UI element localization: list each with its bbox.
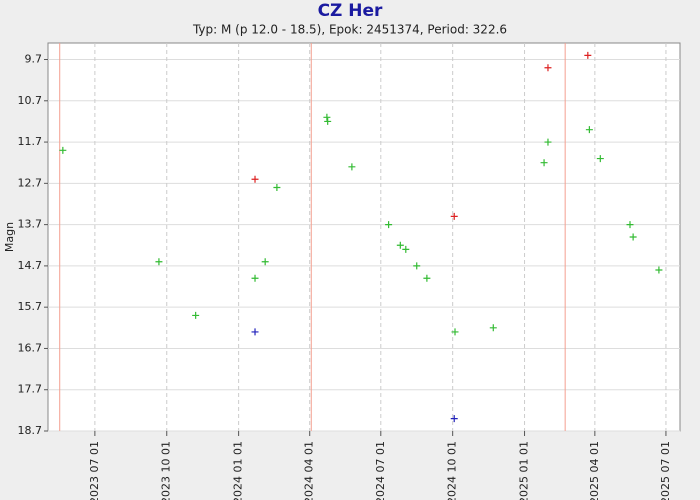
data-point: [251, 175, 259, 183]
data-point: [273, 183, 281, 191]
x-tick-label: 2023 10 01: [160, 441, 173, 500]
data-point: [396, 241, 404, 249]
data-point: [324, 117, 332, 125]
y-tick-label: 17.7: [18, 383, 43, 396]
chart-subtitle: Typ: M (p 12.0 - 18.5), Epok: 2451374, P…: [192, 23, 507, 37]
data-point: [584, 51, 592, 59]
data-point: [540, 159, 548, 167]
y-tick-label: 18.7: [18, 424, 43, 437]
data-point: [402, 245, 410, 253]
y-tick-label: 16.7: [18, 341, 43, 354]
y-tick-label: 14.7: [18, 259, 43, 272]
data-point: [596, 155, 604, 163]
x-tick-label: 2024 10 01: [446, 441, 459, 500]
data-point: [251, 274, 259, 282]
chart-title: CZ Her: [318, 1, 383, 21]
data-point: [323, 113, 331, 121]
y-axis-label: Magn: [3, 222, 16, 252]
data-point: [413, 262, 421, 270]
data-point: [544, 138, 552, 146]
data-point: [423, 274, 431, 282]
data-point: [626, 221, 634, 229]
x-tick-label: 2025 04 01: [588, 441, 601, 500]
data-point: [192, 311, 200, 319]
x-tick-label: 2024 01 01: [232, 441, 245, 500]
data-point: [655, 266, 663, 274]
data-point: [348, 163, 356, 171]
y-tick-label: 15.7: [18, 300, 43, 313]
data-point: [489, 324, 497, 332]
x-tick-label: 2024 04 01: [303, 441, 316, 500]
data-point: [451, 328, 459, 336]
x-tick-label: 2023 07 01: [88, 441, 101, 500]
data-point: [251, 328, 259, 336]
data-point: [544, 64, 552, 72]
plot-area: [47, 42, 681, 432]
data-point: [450, 415, 458, 423]
y-tick-label: 9.7: [25, 53, 43, 66]
data-point: [450, 212, 458, 220]
x-tick-label: 2025 01 01: [518, 441, 531, 500]
data-point: [261, 258, 269, 266]
data-point: [59, 146, 67, 154]
y-tick-label: 11.7: [18, 135, 43, 148]
data-point: [585, 126, 593, 134]
y-tick-label: 12.7: [18, 176, 43, 189]
x-tick-label: 2025 07 01: [659, 441, 672, 500]
x-tick-label: 2024 07 01: [374, 441, 387, 500]
data-point: [155, 258, 163, 266]
y-tick-label: 10.7: [18, 94, 43, 107]
y-tick-label: 13.7: [18, 218, 43, 231]
data-point: [629, 233, 637, 241]
data-point: [385, 221, 393, 229]
